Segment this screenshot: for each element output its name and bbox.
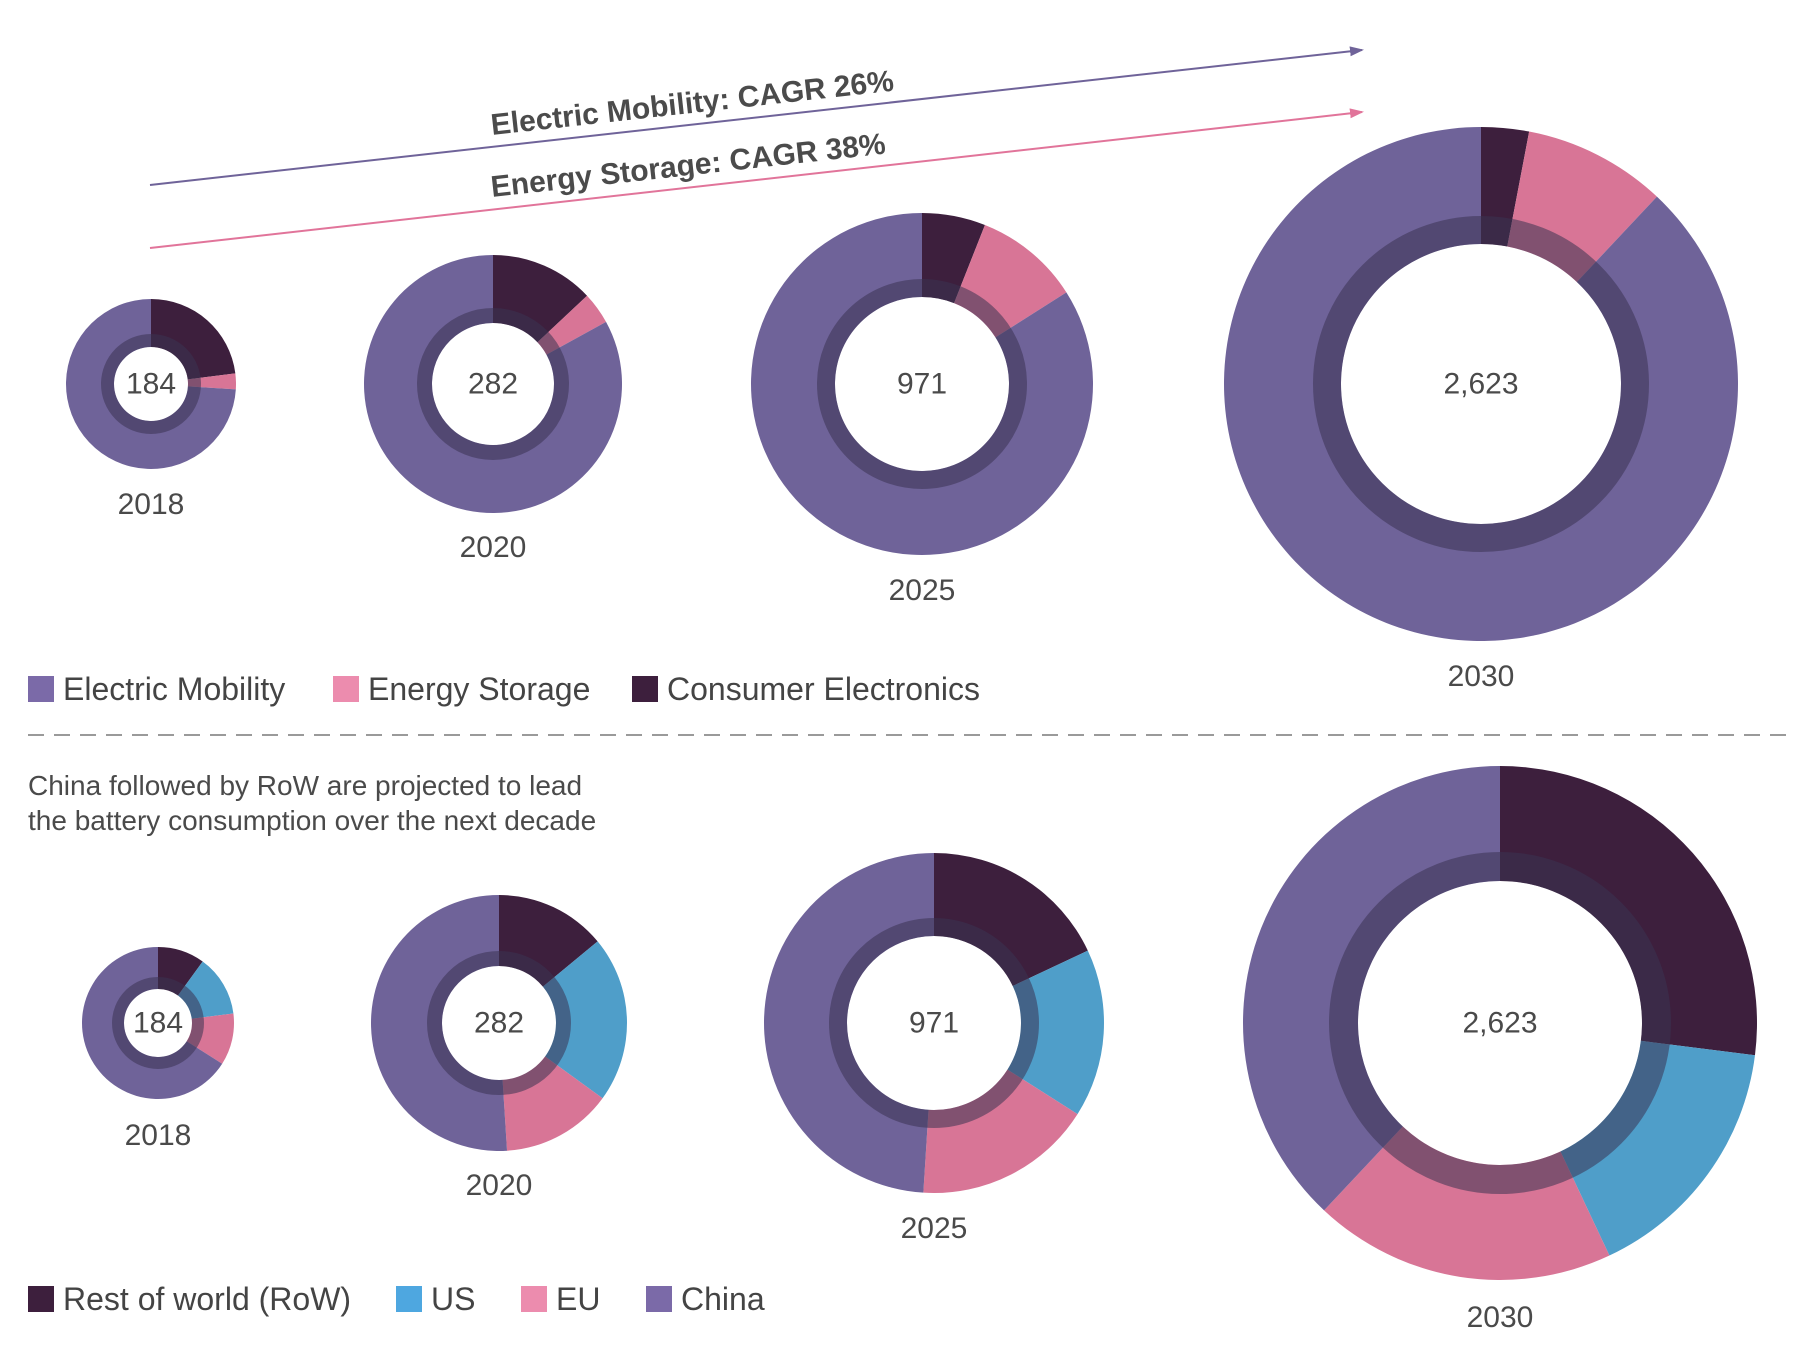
year-label-2030: 2030 <box>1448 660 1515 693</box>
top-donut-row: 184 2018 282 2020 971 2025 2,623 2030 <box>66 127 1739 693</box>
energy-storage-cagr-arrow <box>149 108 1364 249</box>
year-label-2025: 2025 <box>889 574 956 607</box>
legend-label-eu: EU <box>556 1281 600 1317</box>
slice-us-2020 <box>542 941 628 1099</box>
slice-eu-2025 <box>923 1069 1078 1193</box>
legend-top: Electric Mobility Energy Storage Consume… <box>28 671 980 707</box>
slice-electric-mobility-2018 <box>66 299 236 469</box>
year-label-2025: 2025 <box>901 1212 968 1245</box>
slice-consumer-electronics-2018 <box>151 299 236 380</box>
year-label-2020: 2020 <box>466 1169 533 1202</box>
legend-item-us: US <box>396 1281 475 1317</box>
electric-mobility-cagr-arrow <box>149 46 1364 186</box>
donut-bottom-2020: 282 2020 <box>371 895 628 1202</box>
inner-ring-2030 <box>1329 852 1671 1194</box>
legend-bottom: Rest of world (RoW) US EU China <box>28 1281 765 1317</box>
inner-ring-2025 <box>829 918 1039 1128</box>
legend-swatch-eu <box>521 1286 547 1312</box>
legend-item-china: China <box>646 1281 765 1317</box>
region-note-line-1: China followed by RoW are projected to l… <box>28 770 582 801</box>
legend-label-energy-storage: Energy Storage <box>368 671 590 707</box>
legend-label-consumer-electronics: Consumer Electronics <box>667 671 980 707</box>
legend-label-rest-of-world: Rest of world (RoW) <box>63 1281 351 1317</box>
year-label-2030: 2030 <box>1467 1301 1534 1334</box>
region-note-line-2: the battery consumption over the next de… <box>28 805 596 836</box>
slice-china-2030 <box>1243 766 1500 1211</box>
legend-swatch-consumer-electronics <box>632 676 658 702</box>
year-label-2020: 2020 <box>460 531 527 564</box>
legend-item-rest-of-world: Rest of world (RoW) <box>28 1281 351 1317</box>
slice-electric-mobility-2020 <box>364 255 622 513</box>
legend-swatch-china <box>646 1286 672 1312</box>
total-label-2030: 2,623 <box>1443 368 1518 401</box>
total-label-2025: 971 <box>909 1007 959 1040</box>
legend-swatch-electric-mobility <box>28 676 54 702</box>
legend-item-electric-mobility: Electric Mobility <box>28 671 285 707</box>
legend-label-us: US <box>431 1281 475 1317</box>
inner-ring-2020 <box>427 951 571 1095</box>
slice-electric-mobility-2030 <box>1224 127 1739 641</box>
inner-ring-2018 <box>101 334 201 434</box>
inner-ring-2020 <box>417 308 569 460</box>
slice-rest-of-world-2025 <box>934 853 1088 986</box>
donut-top-2025: 971 2025 <box>751 213 1094 607</box>
donut-top-2018: 184 2018 <box>66 299 236 521</box>
donut-bottom-2025: 971 2025 <box>763 853 1104 1245</box>
total-label-2025: 971 <box>897 368 947 401</box>
legend-label-china: China <box>681 1281 765 1317</box>
electric-mobility-cagr-label: Electric Mobility: CAGR 26% <box>489 65 895 142</box>
legend-label-electric-mobility: Electric Mobility <box>63 671 285 707</box>
slice-us-2030 <box>1560 1040 1755 1256</box>
total-label-2020: 282 <box>468 368 518 401</box>
inner-ring-2018 <box>112 977 204 1069</box>
year-label-2018: 2018 <box>118 488 185 521</box>
legend-swatch-energy-storage <box>333 676 359 702</box>
slice-china-2018 <box>81 947 223 1099</box>
donut-bottom-2030: 2,623 2030 <box>1243 766 1757 1334</box>
donut-bottom-2018: 184 2018 <box>81 947 234 1152</box>
donut-top-2030: 2,623 2030 <box>1224 127 1739 693</box>
legend-swatch-rest-of-world <box>28 1286 54 1312</box>
legend-item-eu: EU <box>521 1281 600 1317</box>
energy-storage-cagr-label: Energy Storage: CAGR 38% <box>489 128 887 204</box>
total-label-2018: 184 <box>133 1007 183 1040</box>
legend-item-energy-storage: Energy Storage <box>333 671 590 707</box>
total-label-2020: 282 <box>474 1007 524 1040</box>
inner-ring-2025 <box>817 279 1027 489</box>
year-label-2018: 2018 <box>125 1119 192 1152</box>
bottom-donut-row: 184 2018 282 2020 971 2025 2,623 2030 <box>81 766 1757 1334</box>
total-label-2030: 2,623 <box>1462 1007 1537 1040</box>
legend-swatch-us <box>396 1286 422 1312</box>
total-label-2018: 184 <box>126 368 176 401</box>
donut-top-2020: 282 2020 <box>364 255 622 564</box>
slice-electric-mobility-2025 <box>751 213 1094 555</box>
legend-item-consumer-electronics: Consumer Electronics <box>632 671 980 707</box>
inner-ring-2030 <box>1313 216 1649 552</box>
